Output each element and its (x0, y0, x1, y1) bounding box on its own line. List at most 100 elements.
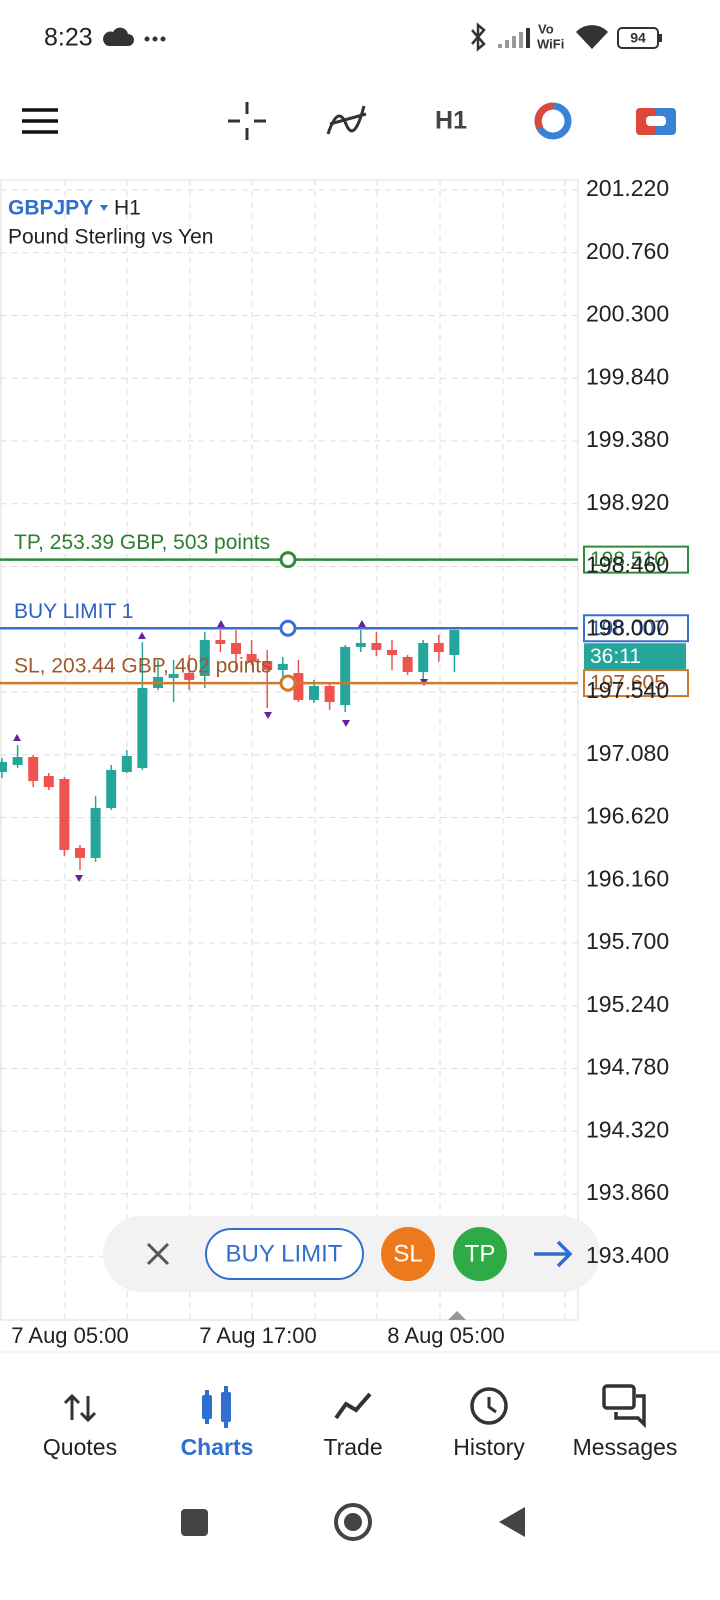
x-tick-label: 8 Aug 05:00 (387, 1323, 504, 1348)
y-tick-label: 195.240 (586, 991, 669, 1017)
y-tick-label: 199.840 (586, 363, 669, 389)
candle-body (106, 769, 117, 809)
level-price: 197.605 (590, 672, 666, 695)
candle-body (43, 775, 54, 788)
buy-limit-label: BUY LIMIT (226, 1240, 343, 1267)
home-button-dot (344, 1513, 362, 1531)
candle-body (324, 685, 335, 703)
battery-level: 94 (630, 30, 646, 46)
y-tick-label: 193.860 (586, 1179, 669, 1205)
timeframe-button[interactable]: H1 (435, 107, 467, 135)
trade-button-part (646, 116, 666, 126)
candle-body (277, 663, 288, 670)
charts-icon (202, 1386, 231, 1428)
candle-body (246, 654, 257, 662)
y-tick-label: 201.220 (586, 175, 669, 201)
nav-label[interactable]: Trade (323, 1434, 382, 1460)
candle-body (231, 642, 241, 655)
buy-limit-button[interactable] (205, 1228, 364, 1280)
nav-label[interactable]: Charts (181, 1434, 254, 1460)
chart-timeframe: H1 (114, 197, 141, 220)
y-tick-label: 193.400 (586, 1242, 669, 1268)
candle-body (371, 642, 382, 650)
y-tick-label: 198.000 (586, 614, 669, 640)
back-button[interactable] (499, 1507, 525, 1537)
close-button[interactable] (146, 1242, 170, 1266)
more-icon (144, 36, 166, 42)
network-label: Vo (538, 21, 554, 36)
nav-label[interactable]: Quotes (43, 1434, 117, 1460)
next-button[interactable] (534, 1240, 573, 1268)
y-tick-label: 196.620 (586, 803, 669, 829)
candle-body (199, 639, 210, 676)
objects-button-part (534, 102, 554, 130)
y-tick-label: 199.380 (586, 426, 669, 452)
candle-body (340, 646, 351, 706)
symbol-dropdown[interactable] (100, 205, 108, 211)
x-tick-label: 7 Aug 17:00 (199, 1323, 316, 1348)
trade-markers (13, 620, 428, 882)
level-label: SL, 203.44 GBP, 402 points (14, 655, 272, 678)
candle-body (28, 757, 39, 782)
network-label: WiFi (537, 36, 564, 51)
y-tick-label: 198.920 (586, 489, 669, 515)
level-price-box (583, 545, 689, 574)
candle-body (137, 688, 148, 768)
level-price-box (583, 614, 689, 643)
status-time: 8:23 (44, 24, 93, 52)
candle-body (262, 660, 273, 670)
candle-body (433, 642, 444, 652)
level-handle[interactable] (279, 619, 297, 637)
level-handle[interactable] (279, 551, 297, 569)
messages-icon (602, 1384, 646, 1429)
candle-body (309, 685, 319, 701)
bluetooth-icon (471, 22, 486, 52)
home-button[interactable] (334, 1503, 372, 1541)
symbol[interactable]: GBPJPY (8, 197, 93, 220)
y-tick-label: 198.460 (586, 552, 669, 578)
candle-body (90, 808, 101, 858)
y-tick-label: 197.540 (586, 677, 669, 703)
countdown: 36:11 (590, 645, 641, 668)
candle-body (418, 642, 429, 673)
candle-body (12, 757, 23, 765)
nav-label[interactable]: History (453, 1434, 525, 1460)
candle-body (293, 672, 304, 701)
level-label: TP, 253.39 GBP, 503 points (14, 531, 270, 554)
sl-button[interactable] (381, 1227, 435, 1281)
level-handle[interactable] (279, 674, 297, 692)
candle-body (215, 639, 226, 644)
candle-body (184, 672, 195, 680)
battery-tip (659, 34, 662, 42)
menu-button[interactable] (22, 108, 58, 134)
level-price: 198.007 (590, 617, 666, 640)
crosshair-button[interactable] (228, 102, 266, 140)
symbol-description: Pound Sterling vs Yen (8, 226, 214, 249)
countdown-box (584, 643, 686, 670)
quotes-icon (63, 1393, 97, 1423)
trade-icon (334, 1392, 372, 1420)
tp-button[interactable] (453, 1227, 507, 1281)
wifi-icon (576, 25, 608, 49)
x-tick-label: 7 Aug 05:00 (11, 1323, 128, 1348)
recents-button[interactable] (181, 1509, 208, 1536)
candle-body (121, 755, 132, 773)
nav-label[interactable]: Messages (573, 1434, 678, 1460)
candle-body (355, 642, 366, 647)
indicators-button[interactable] (326, 105, 367, 135)
y-tick-label: 197.080 (586, 740, 669, 766)
candle-body (168, 673, 179, 679)
cloud-icon (103, 27, 134, 46)
y-tick-label: 200.760 (586, 238, 669, 264)
level-price: 198.510 (590, 548, 666, 571)
y-tick-label: 195.700 (586, 928, 669, 954)
candle-body (75, 848, 85, 858)
candle-body (449, 630, 460, 655)
battery-icon (617, 27, 659, 49)
candle-body (59, 778, 70, 850)
sl-label: SL (393, 1240, 422, 1267)
y-tick-label: 196.160 (586, 865, 669, 891)
chart-area[interactable] (0, 179, 579, 1321)
tp-label: TP (465, 1240, 496, 1267)
